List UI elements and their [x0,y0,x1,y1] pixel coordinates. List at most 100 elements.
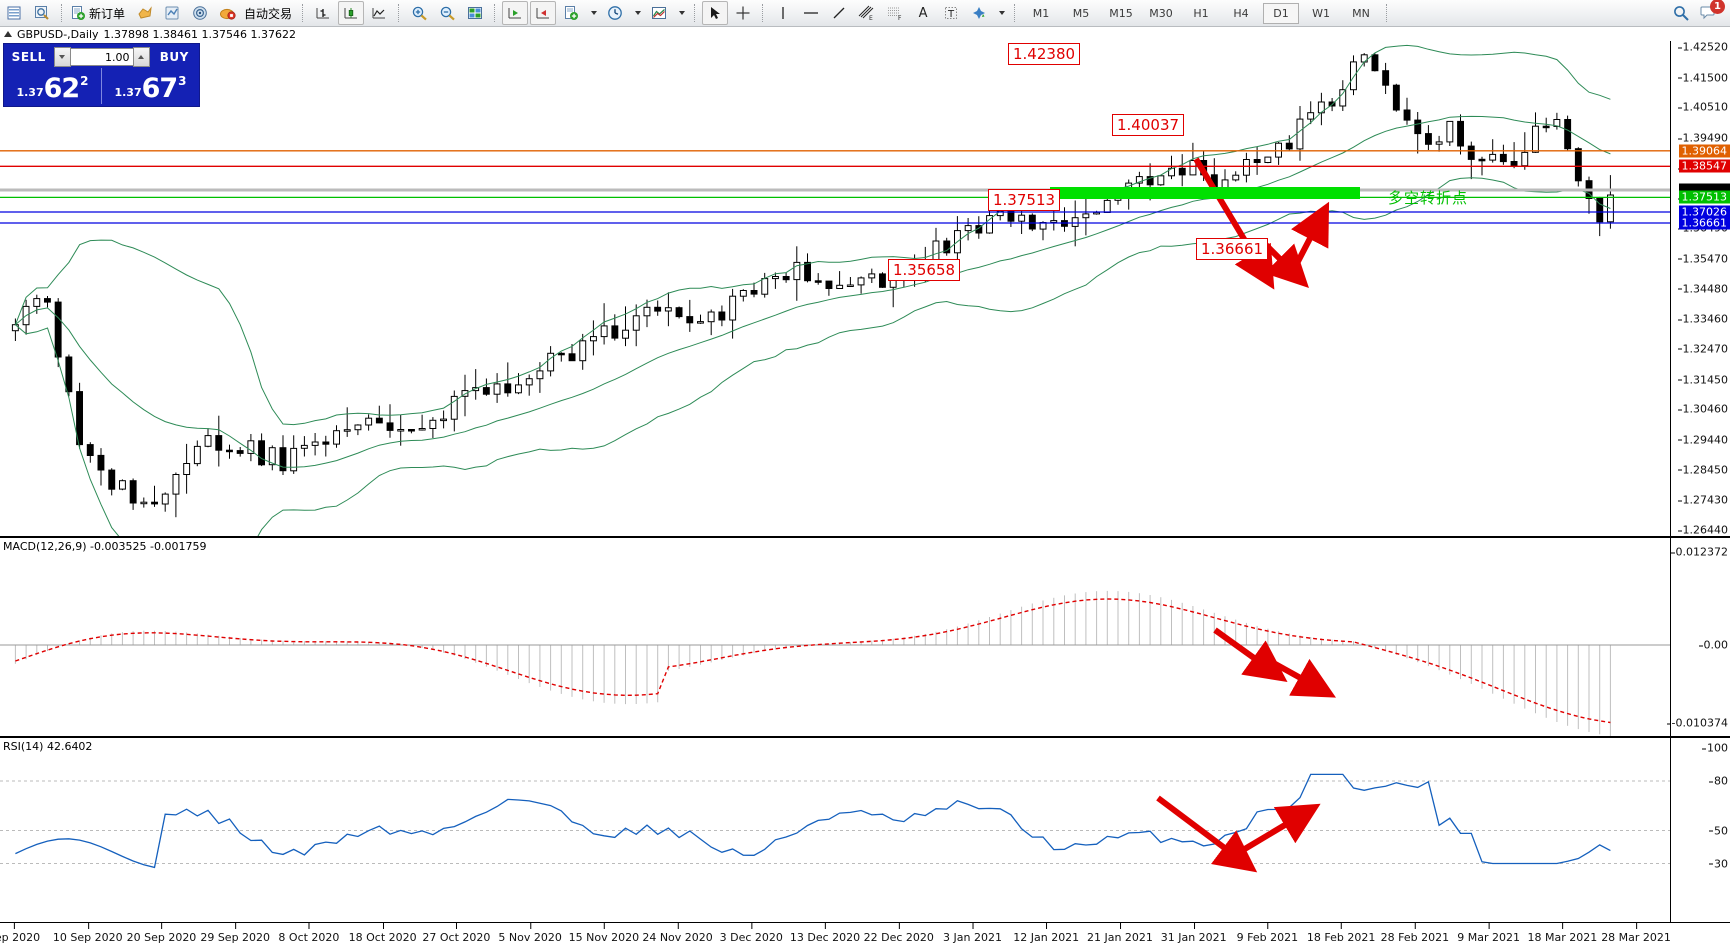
new-order-button[interactable]: 新订单 [69,2,129,24]
rsi-plot[interactable] [0,738,1670,922]
vertical-line-icon[interactable] [770,1,796,25]
zoom-out-icon[interactable] [434,1,460,25]
price-level-label[interactable]: 1.36661 [1678,216,1730,230]
timeframe-m5[interactable]: M5 [1072,6,1090,20]
candlestick-chart-icon[interactable] [338,1,365,25]
line-chart-icon[interactable] [366,1,392,25]
buy-button[interactable]: BUY [159,50,189,64]
collapse-triangle-icon[interactable] [4,31,12,37]
notifications-icon[interactable]: 1 [1696,0,1725,25]
macd-tick: 0.00 [1698,638,1728,652]
price-annotation-box[interactable]: 1.42380 [1008,43,1081,66]
chinese-annotation[interactable]: 多空转折点 [1388,189,1469,208]
date-tick: 13 Dec 2020 [789,922,861,944]
text-icon[interactable]: A [918,5,928,21]
search-icon[interactable] [1668,1,1694,25]
timeframe-m30[interactable]: M30 [1149,6,1173,20]
tile-windows-icon[interactable] [462,1,488,25]
timeframe-m1[interactable]: M1 [1032,6,1050,20]
price-plot[interactable]: 1.42380 1.40037 1.37513 1.35658 1.36661 多空转折点 [0,41,1670,536]
toolbar-separator [1386,4,1388,22]
price-annotation-box[interactable]: 1.37513 [988,189,1061,212]
timeframe-m15[interactable]: M15 [1109,6,1133,20]
price-level-label[interactable]: 1.39064 [1678,144,1730,158]
price-annotation-box[interactable]: 1.35658 [888,259,961,282]
sell-button[interactable]: SELL [11,50,46,64]
signals-icon[interactable] [187,1,213,25]
indicator-list-icon[interactable] [646,1,672,25]
price-tick: 1.34480 [1677,282,1728,295]
price-y-axis[interactable]: 1.425201.415001.405101.394901.384701.374… [1670,41,1730,537]
price-level-label[interactable]: 1.37513 [1678,190,1730,204]
one-click-trading-panel: SELL 1.00 BUY 1.37 62 2 1.37 67 3 [3,43,200,107]
period-dropdown-icon[interactable] [630,1,644,25]
macd-plot[interactable] [0,538,1670,736]
price-level-label[interactable]: 1.38547 [1678,159,1730,173]
equidistant-channel-icon[interactable]: E [854,1,880,25]
rsi-pane[interactable]: RSI(14) 42.6402 100 80 50 30 [0,737,1730,923]
macd-y-axis[interactable]: 0.012372 0.00 -0.010374 [1666,538,1730,736]
price-tick: 1.27430 [1677,493,1728,507]
price-tick: 1.33460 [1677,312,1728,326]
date-tick: 27 Oct 2020 [422,922,491,944]
date-tick: 29 Sep 2020 [200,922,271,944]
buy-price-sup: 3 [178,74,187,88]
fibonacci-icon[interactable]: F [882,1,908,25]
timeframe-d1[interactable]: D1 [1263,2,1300,24]
new-order-label: 新订单 [89,6,126,21]
date-tick: 9 Mar 2021 [1457,922,1520,944]
auto-trading-icon[interactable] [215,1,241,25]
volume-decrease-button[interactable] [53,47,71,67]
period-clock-icon[interactable] [602,1,628,25]
auto-scroll-icon[interactable] [530,1,557,25]
date-tick: 31 Jan 2021 [1160,922,1227,944]
symbol-name: GBPUSD-,Daily [17,27,99,41]
timeframe-mn[interactable]: MN [1352,6,1370,20]
macd-pane[interactable]: MACD(12,26,9) -0.003525 -0.001759 0.0123… [0,537,1730,737]
date-tick: 18 Mar 2021 [1527,922,1598,944]
data-window-icon[interactable] [29,1,55,25]
templates-icon[interactable] [558,1,584,25]
toolbar-separator [694,4,696,22]
volume-increase-button[interactable] [132,47,150,67]
bar-chart-icon[interactable] [310,1,336,25]
sell-price[interactable]: 1.37 62 2 [4,68,101,104]
horizontal-line-icon[interactable] [798,1,824,25]
templates-dropdown-icon[interactable] [586,1,600,25]
trendline-icon[interactable] [826,1,852,25]
timeframe-w1[interactable]: W1 [1312,6,1330,20]
market-watch-icon[interactable] [1,1,27,25]
volume-stepper[interactable]: 1.00 [53,47,150,67]
zoom-in-icon[interactable] [406,1,432,25]
auto-trading-button[interactable]: 自动交易 [243,2,296,24]
shapes-icon[interactable] [966,1,992,25]
buy-price-prefix: 1.37 [114,86,142,99]
buy-price[interactable]: 1.37 67 3 [102,68,199,104]
text-label-icon[interactable]: T [938,1,964,25]
price-pane[interactable]: 1.42380 1.40037 1.37513 1.35658 1.36661 多空转折点… [0,41,1730,537]
chart-area[interactable]: 1.42380 1.40037 1.37513 1.35658 1.36661 多空转折点… [0,41,1730,923]
price-level-label[interactable]: 1.37026 [1678,205,1730,219]
timeframe-h1[interactable]: H1 [1193,6,1209,20]
macd-title: MACD(12,26,9) -0.003525 -0.001759 [3,540,207,553]
indicators-icon[interactable] [131,1,157,25]
price-tick: 1.35470 [1677,252,1728,266]
chart-shift-icon[interactable] [502,1,529,25]
shapes-dropdown-icon[interactable] [994,1,1008,25]
svg-text:E: E [869,15,873,21]
svg-text:T: T [947,9,955,20]
rsi-y-axis[interactable]: 100 80 50 30 [1670,738,1730,922]
volume-input[interactable]: 1.00 [70,48,133,66]
macd-tick: -0.010374 [1666,716,1728,730]
timeframe-h4[interactable]: H4 [1233,6,1249,20]
crosshair-icon[interactable] [730,1,756,25]
indicator-dropdown-icon[interactable] [674,1,688,25]
price-tick: 1.40510 [1677,100,1728,114]
expert-advisor-icon[interactable] [159,1,185,25]
price-annotation-box[interactable]: 1.40037 [1112,113,1185,136]
cursor-icon[interactable] [702,1,729,25]
price-annotation-box[interactable]: 1.36661 [1196,238,1269,261]
date-tick: 3 Jan 2021 [943,922,1002,944]
